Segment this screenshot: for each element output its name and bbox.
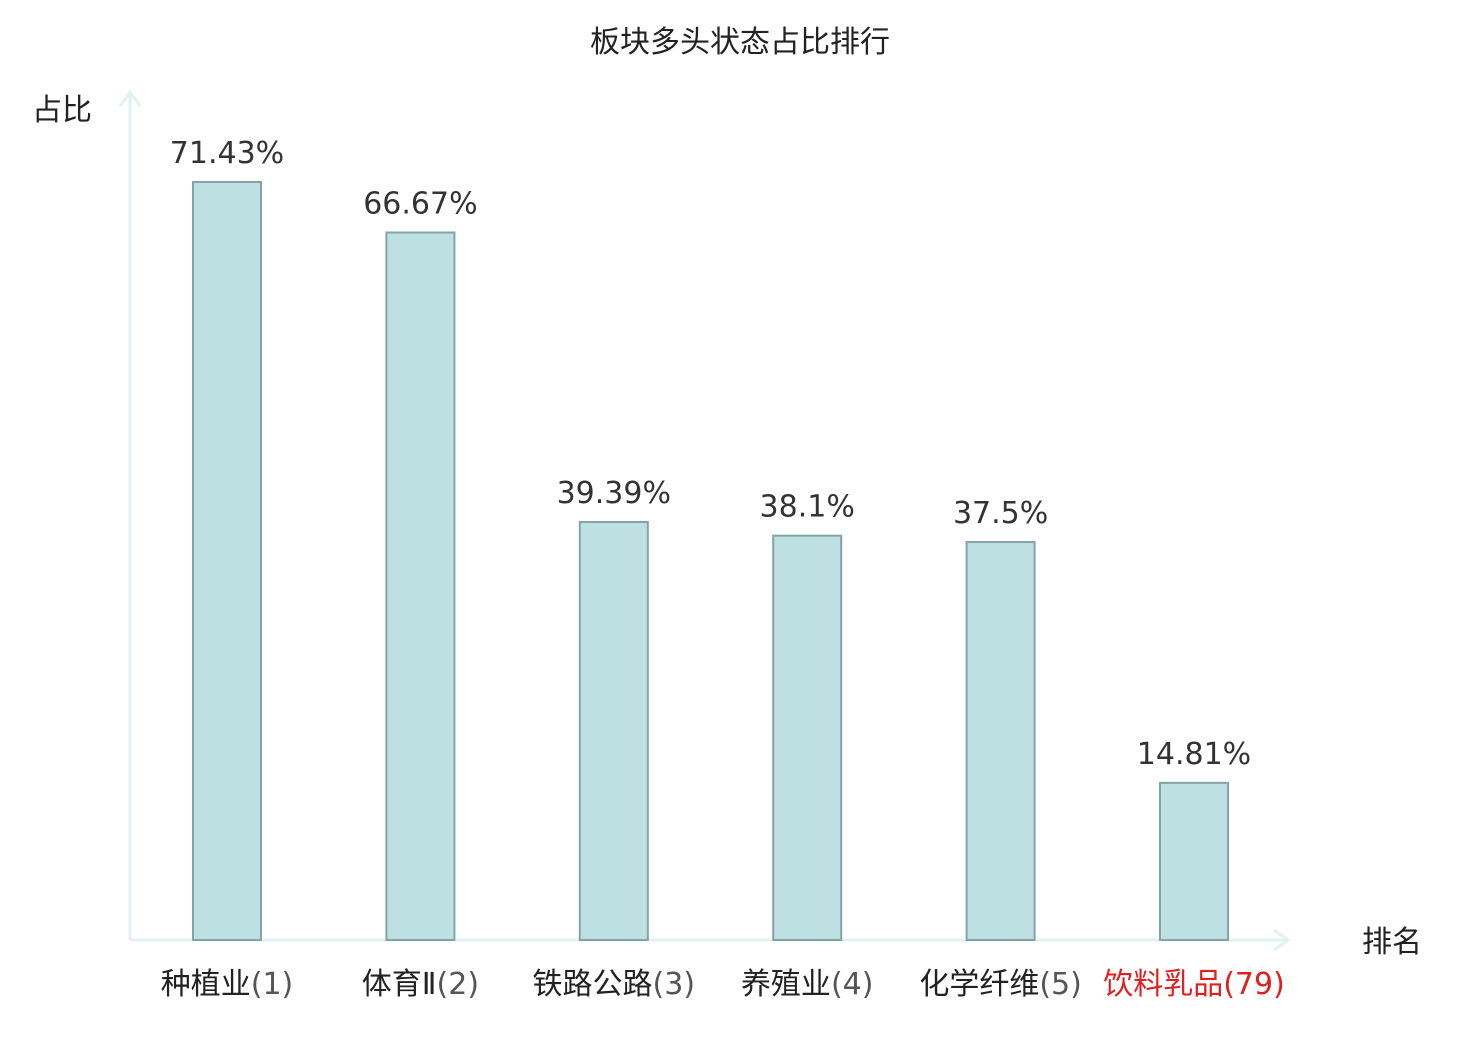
category-rank: (4): [831, 967, 874, 1002]
category-name: 养殖业: [741, 967, 831, 1002]
category-name: 化学纤维: [919, 967, 1039, 1002]
value-label-2: 66.67%: [363, 187, 477, 222]
category-rank: (5): [1039, 967, 1082, 1002]
axes: [118, 89, 1291, 952]
category-label-1: 种植业(1): [161, 967, 294, 1002]
bar-6: [1159, 781, 1229, 941]
y-axis-label: 占比: [32, 93, 92, 128]
bar-3: [578, 521, 649, 942]
category-label-2: 体育Ⅱ(2): [362, 967, 479, 1002]
category-label-3: 铁路公路(3): [533, 967, 696, 1002]
category-rank: (2): [437, 967, 480, 1002]
x-axis-arrow: [1273, 928, 1291, 952]
bars: [192, 181, 1229, 942]
value-label-4: 38.1%: [760, 490, 855, 525]
value-labels: 71.43% 66.67% 39.39% 38.1% 37.5% 14.81%: [170, 136, 1251, 772]
value-label-6: 14.81%: [1137, 737, 1251, 772]
y-axis-arrow: [118, 89, 142, 107]
x-axis-label: 排名: [1362, 925, 1422, 960]
category-label-6: 饮料乳品(79): [1103, 967, 1285, 1002]
category-name: 铁路公路: [533, 967, 653, 1002]
category-label-5: 化学纤维(5): [919, 967, 1082, 1002]
category-name: 饮料乳品: [1103, 967, 1223, 1002]
category-rank: (3): [653, 967, 696, 1002]
value-label-1: 71.43%: [170, 136, 284, 171]
category-rank: (1): [251, 967, 294, 1002]
category-labels: 种植业(1) 体育Ⅱ(2) 铁路公路(3) 养殖业(4) 化学纤维(5) 饮料乳品(79): [161, 967, 1285, 1002]
bar-2: [385, 231, 456, 942]
bar-5: [965, 541, 1036, 942]
category-label-4: 养殖业(4): [741, 967, 874, 1002]
chart-title: 板块多头状态占比排行: [590, 25, 890, 60]
value-label-5: 37.5%: [953, 496, 1048, 531]
bar-1: [192, 181, 262, 941]
value-label-3: 39.39%: [557, 476, 671, 511]
category-name: 种植业: [161, 967, 251, 1002]
category-rank: (79): [1223, 967, 1285, 1002]
category-name: 体育Ⅱ: [362, 967, 437, 1002]
bar-4: [772, 534, 843, 941]
